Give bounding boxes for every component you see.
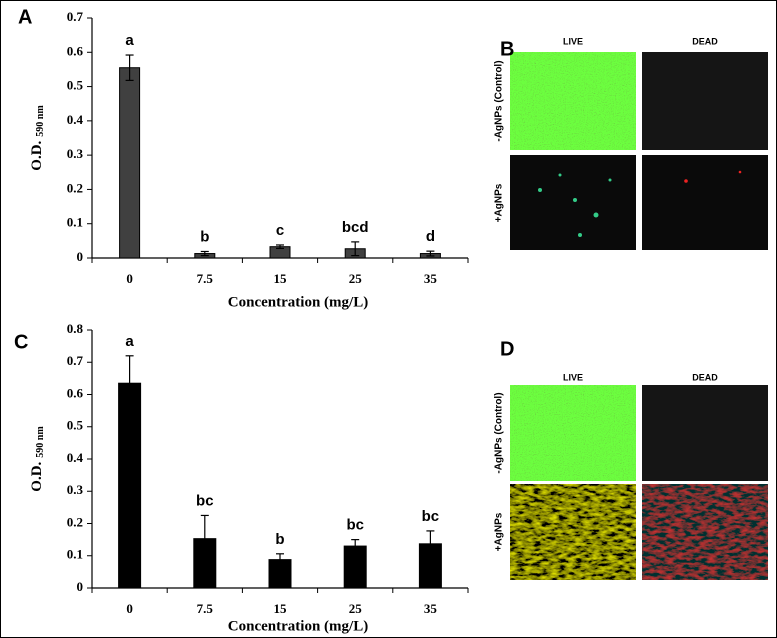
panel-letter: B xyxy=(500,38,514,60)
y-axis-label: O.D. 590 nm xyxy=(29,426,46,492)
annotation: a xyxy=(125,333,134,350)
x-tick-label: 7.5 xyxy=(197,271,214,286)
error-bar xyxy=(276,244,284,249)
panel-b-images xyxy=(510,52,768,250)
y-axis-label-text: O.D. xyxy=(29,461,45,491)
x-tick-label: 15 xyxy=(274,271,288,286)
y-tick-label: 0.7 xyxy=(67,353,84,368)
bar xyxy=(118,382,142,589)
annotation: bc xyxy=(422,508,440,525)
error-bar xyxy=(125,355,134,412)
annotation: bcd xyxy=(342,219,369,236)
y-tick-label: 0.8 xyxy=(67,321,84,336)
bar xyxy=(119,67,141,259)
image xyxy=(642,484,768,580)
image xyxy=(642,385,768,481)
y-tick-label: 0.2 xyxy=(67,180,83,195)
y-tick-label: 0.6 xyxy=(67,43,84,58)
y-tick-label: 0.3 xyxy=(67,146,84,161)
image xyxy=(510,484,636,580)
x-tick-label: 7.5 xyxy=(197,601,214,616)
annotation: bc xyxy=(196,492,214,509)
row-label: +AgNPs xyxy=(494,183,505,222)
annotation: d xyxy=(426,228,435,245)
y-tick-label: 0 xyxy=(77,249,84,264)
image xyxy=(642,52,768,150)
x-tick-label: 0 xyxy=(126,601,133,616)
x-axis-label: Concentration (mg/L) xyxy=(228,294,368,310)
error-bar xyxy=(276,553,284,567)
panel-letter: D xyxy=(500,338,514,360)
cells xyxy=(538,173,612,237)
y-tick-label: 0.7 xyxy=(67,9,84,24)
y-axis-label-sub: 590 nm xyxy=(35,105,46,137)
error-bar xyxy=(426,250,435,257)
y-tick-label: 0.5 xyxy=(67,418,84,433)
y-tick-label: 0 xyxy=(77,579,84,594)
error-bar xyxy=(125,54,134,82)
y-tick-label: 0.5 xyxy=(67,78,84,93)
x-tick-label: 25 xyxy=(349,601,363,616)
annotation: a xyxy=(125,32,134,49)
y-tick-label: 0.1 xyxy=(67,215,83,230)
image xyxy=(510,52,636,150)
annotation: b xyxy=(275,531,284,548)
image xyxy=(510,385,636,481)
column-label: DEAD xyxy=(692,36,718,46)
error-bar xyxy=(426,530,435,558)
x-tick-label: 15 xyxy=(274,601,288,616)
row-label: +AgNPs xyxy=(494,512,505,551)
image xyxy=(642,155,768,250)
error-bar xyxy=(200,250,209,257)
column-label: LIVE xyxy=(563,36,583,46)
y-axis-label-text: O.D. xyxy=(29,140,45,170)
y-tick-label: 0.6 xyxy=(67,385,84,400)
x-tick-label: 35 xyxy=(424,601,438,616)
annotation: c xyxy=(276,222,284,239)
image xyxy=(510,155,636,250)
y-axis-label: O.D. 590 nm xyxy=(29,105,46,171)
annotation: bc xyxy=(346,517,364,534)
panel-d-images xyxy=(510,385,768,580)
error-bar xyxy=(351,241,360,257)
y-axis-label-sub: 590 nm xyxy=(35,426,46,458)
cells xyxy=(684,170,742,183)
x-tick-label: 25 xyxy=(349,271,363,286)
y-tick-label: 0.1 xyxy=(67,547,83,562)
y-tick-label: 0.3 xyxy=(67,482,84,497)
panel-letter: C xyxy=(14,331,28,353)
error-bar xyxy=(351,539,360,554)
x-tick-label: 35 xyxy=(424,271,438,286)
annotation: b xyxy=(200,228,209,245)
row-label: -AgNPs (Control) xyxy=(494,60,505,141)
x-tick-label: 0 xyxy=(126,271,133,286)
y-tick-label: 0.2 xyxy=(67,514,83,529)
error-bar xyxy=(200,514,209,563)
panel-letter: A xyxy=(18,6,32,28)
column-label: DEAD xyxy=(692,372,718,382)
y-tick-label: 0.4 xyxy=(67,450,84,465)
y-tick-label: 0.4 xyxy=(67,112,84,127)
row-label: -AgNPs (Control) xyxy=(494,392,505,473)
column-label: LIVE xyxy=(563,372,583,382)
x-axis-label: Concentration (mg/L) xyxy=(228,618,368,634)
